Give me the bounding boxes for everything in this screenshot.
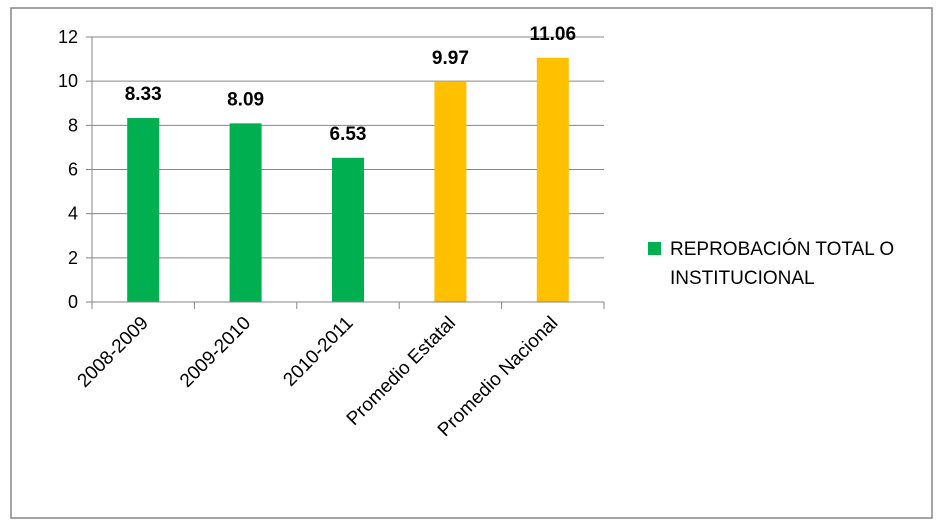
bars xyxy=(127,57,569,303)
bar xyxy=(332,157,364,302)
chart-border xyxy=(10,7,933,519)
data-label: 11.06 xyxy=(530,24,577,45)
y-tick-label: 4 xyxy=(68,204,78,224)
bar xyxy=(536,57,569,303)
data-label: 8.33 xyxy=(125,84,162,105)
y-tick-label: 12 xyxy=(58,27,78,47)
legend-swatch xyxy=(648,242,661,255)
data-label: 8.09 xyxy=(227,89,264,110)
y-tick-label: 8 xyxy=(68,115,78,135)
legend-label: REPROBACIÓN TOTAL O xyxy=(670,238,894,260)
y-tick-label: 6 xyxy=(68,160,78,180)
y-tick-label: 10 xyxy=(58,71,78,91)
y-tick-label: 2 xyxy=(68,248,78,268)
bar xyxy=(229,123,262,303)
legend: REPROBACIÓN TOTAL O INSTITUCIONAL xyxy=(648,238,894,289)
legend-label: INSTITUCIONAL xyxy=(670,268,815,289)
bar xyxy=(127,118,160,302)
data-label: 9.97 xyxy=(432,48,469,69)
data-label: 6.53 xyxy=(330,124,367,145)
bar xyxy=(434,81,467,303)
data-labels: 8.33 8.09 6.53 9.97 11.06 xyxy=(125,24,576,145)
y-tick-label: 0 xyxy=(68,292,78,312)
gridlines xyxy=(92,36,604,259)
